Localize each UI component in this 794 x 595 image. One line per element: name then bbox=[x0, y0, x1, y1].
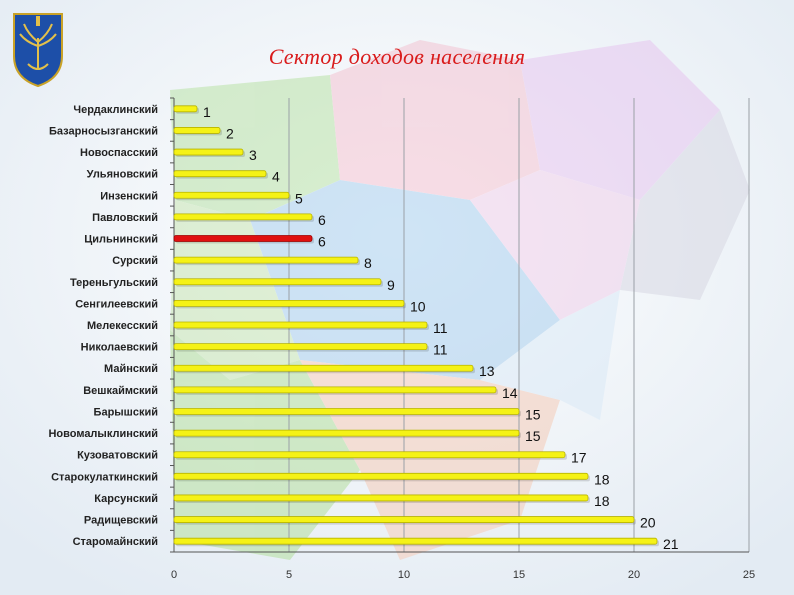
category-label: Барышский bbox=[94, 406, 158, 418]
chart-bars bbox=[173, 105, 659, 547]
x-tick-label: 20 bbox=[628, 569, 640, 581]
data-label: 14 bbox=[502, 385, 518, 401]
category-label: Старомайнский bbox=[73, 536, 158, 548]
category-label: Николаевский bbox=[81, 342, 158, 354]
bar bbox=[173, 213, 313, 221]
bar bbox=[173, 516, 635, 523]
data-label: 18 bbox=[594, 493, 610, 509]
x-tick-label: 0 bbox=[171, 569, 177, 581]
data-label: 8 bbox=[364, 255, 372, 271]
bar bbox=[173, 256, 359, 264]
category-label: Карсунский bbox=[94, 493, 158, 505]
bar bbox=[173, 494, 589, 502]
map-region bbox=[620, 110, 750, 300]
category-label: Тереньгульский bbox=[70, 277, 158, 289]
bar bbox=[173, 343, 428, 351]
category-label: Павловский bbox=[92, 212, 158, 224]
bar bbox=[173, 299, 405, 307]
bar bbox=[173, 321, 428, 329]
category-label: Новоспасский bbox=[80, 147, 158, 159]
data-label: 2 bbox=[226, 125, 234, 141]
bar bbox=[173, 127, 221, 134]
map-region bbox=[470, 170, 640, 320]
category-label: Базарносызганский bbox=[49, 125, 158, 137]
map-region bbox=[480, 290, 620, 420]
bar bbox=[173, 105, 198, 113]
map-region bbox=[170, 75, 340, 220]
category-label: Инзенский bbox=[100, 190, 158, 202]
category-label: Майнский bbox=[104, 363, 158, 375]
x-tick-label: 15 bbox=[513, 569, 525, 581]
category-label: Новомалыклинский bbox=[48, 428, 158, 440]
data-label: 6 bbox=[318, 234, 326, 250]
bar bbox=[173, 537, 658, 545]
bar-highlighted bbox=[173, 235, 313, 242]
page-title: Сектор доходов населения bbox=[268, 44, 526, 69]
coat-of-arms-emblem bbox=[13, 13, 63, 88]
bar bbox=[173, 278, 382, 286]
data-label: 10 bbox=[410, 298, 426, 314]
x-tick-label: 10 bbox=[398, 569, 410, 581]
data-label: 17 bbox=[571, 450, 587, 466]
x-tick-label: 5 bbox=[286, 569, 292, 581]
bar bbox=[173, 364, 474, 372]
category-label: Чердаклинский bbox=[73, 104, 158, 116]
category-label: Цильнинский bbox=[84, 234, 158, 246]
category-label: Кузоватовский bbox=[77, 450, 158, 462]
data-label: 18 bbox=[594, 471, 610, 487]
data-label: 15 bbox=[525, 428, 541, 444]
map-region bbox=[170, 200, 300, 380]
bar bbox=[173, 451, 566, 459]
category-label: Вешкаймский bbox=[83, 385, 158, 397]
bar bbox=[173, 408, 520, 415]
data-label: 11 bbox=[433, 320, 448, 336]
data-label: 3 bbox=[249, 147, 257, 163]
data-label: 1 bbox=[203, 104, 211, 120]
data-label: 6 bbox=[318, 212, 326, 228]
category-label: Радищевский bbox=[84, 515, 158, 527]
category-label: Сурский bbox=[112, 255, 158, 267]
map-region bbox=[330, 40, 540, 200]
category-label: Ульяновский bbox=[87, 169, 158, 181]
map-region bbox=[250, 180, 560, 380]
data-label: 4 bbox=[272, 169, 280, 185]
category-label: Сенгилеевский bbox=[75, 298, 158, 310]
data-label: 15 bbox=[525, 406, 541, 422]
x-tick-label: 25 bbox=[743, 569, 755, 581]
bar bbox=[173, 472, 589, 480]
data-label: 11 bbox=[433, 342, 448, 358]
data-label: 21 bbox=[663, 536, 679, 552]
bar bbox=[173, 386, 497, 394]
bar bbox=[173, 191, 290, 199]
data-label: 13 bbox=[479, 363, 495, 379]
data-label: 9 bbox=[387, 277, 395, 293]
bar bbox=[173, 170, 267, 178]
map-region bbox=[520, 40, 720, 200]
category-label: Старокулаткинский bbox=[51, 471, 158, 483]
bar bbox=[173, 148, 244, 156]
category-label: Мелекесский bbox=[87, 320, 158, 332]
data-label: 5 bbox=[295, 190, 303, 206]
data-label: 20 bbox=[640, 515, 656, 531]
bar bbox=[173, 429, 520, 437]
